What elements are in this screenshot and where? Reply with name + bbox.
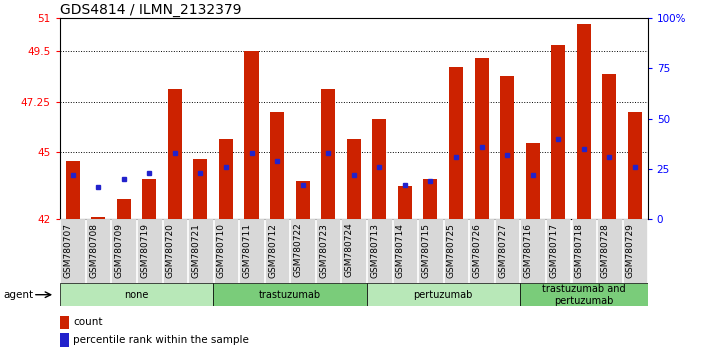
Text: agent: agent <box>4 290 34 300</box>
Text: GSM780719: GSM780719 <box>140 223 149 278</box>
Bar <box>86 219 111 283</box>
Bar <box>444 219 468 283</box>
Bar <box>213 283 367 306</box>
Bar <box>572 219 596 283</box>
Bar <box>60 283 213 306</box>
Bar <box>163 219 187 283</box>
Text: GSM780711: GSM780711 <box>242 223 251 278</box>
Bar <box>214 219 238 283</box>
Bar <box>239 219 264 283</box>
Bar <box>418 219 443 283</box>
Text: GDS4814 / ILMN_2132379: GDS4814 / ILMN_2132379 <box>60 3 241 17</box>
Text: GSM780721: GSM780721 <box>191 223 201 278</box>
Bar <box>321 90 335 219</box>
Bar <box>65 161 80 219</box>
Bar <box>60 316 69 329</box>
Text: GSM780725: GSM780725 <box>447 223 456 278</box>
Text: GSM780722: GSM780722 <box>294 223 303 278</box>
Bar <box>470 219 494 283</box>
Bar <box>142 179 156 219</box>
Bar <box>577 24 591 219</box>
Text: GSM780717: GSM780717 <box>549 223 558 278</box>
Text: percentile rank within the sample: percentile rank within the sample <box>73 335 249 345</box>
Text: none: none <box>125 290 149 300</box>
Bar <box>597 219 622 283</box>
Bar <box>194 159 208 219</box>
Text: GSM780724: GSM780724 <box>345 223 353 278</box>
Bar <box>61 219 85 283</box>
Bar <box>372 119 386 219</box>
Bar <box>270 112 284 219</box>
Text: count: count <box>73 318 103 327</box>
Text: GSM780727: GSM780727 <box>498 223 507 278</box>
Bar <box>603 74 617 219</box>
Bar <box>60 333 69 347</box>
Bar <box>551 45 565 219</box>
Text: GSM780708: GSM780708 <box>89 223 98 278</box>
Bar <box>495 219 520 283</box>
Bar <box>393 219 417 283</box>
Text: GSM780709: GSM780709 <box>115 223 124 278</box>
Bar <box>622 219 647 283</box>
Text: GSM780713: GSM780713 <box>370 223 379 278</box>
Text: GSM780729: GSM780729 <box>626 223 635 278</box>
Bar <box>265 219 289 283</box>
Text: GSM780714: GSM780714 <box>396 223 405 278</box>
Bar <box>219 139 233 219</box>
Text: GSM780723: GSM780723 <box>319 223 328 278</box>
Text: GSM780728: GSM780728 <box>601 223 610 278</box>
Text: GSM780726: GSM780726 <box>472 223 482 278</box>
Bar <box>91 217 105 219</box>
Text: GSM780712: GSM780712 <box>268 223 277 278</box>
Bar <box>168 90 182 219</box>
Bar <box>111 219 136 283</box>
Bar <box>526 143 540 219</box>
Bar <box>367 283 520 306</box>
Bar <box>117 199 131 219</box>
Text: trastuzumab: trastuzumab <box>259 290 321 300</box>
Text: GSM780720: GSM780720 <box>166 223 175 278</box>
Bar <box>449 67 463 219</box>
Bar <box>628 112 642 219</box>
Bar <box>341 219 366 283</box>
Bar <box>244 51 258 219</box>
Text: GSM780716: GSM780716 <box>524 223 533 278</box>
Bar <box>188 219 213 283</box>
Bar <box>423 179 437 219</box>
Bar <box>520 219 545 283</box>
Bar <box>137 219 161 283</box>
Bar <box>398 186 412 219</box>
Bar <box>546 219 570 283</box>
Text: GSM780707: GSM780707 <box>63 223 73 278</box>
Text: pertuzumab: pertuzumab <box>413 290 473 300</box>
Bar <box>347 139 360 219</box>
Text: trastuzumab and
pertuzumab: trastuzumab and pertuzumab <box>542 284 626 306</box>
Text: GSM780715: GSM780715 <box>422 223 430 278</box>
Bar <box>520 283 648 306</box>
Bar <box>290 219 315 283</box>
Bar <box>316 219 341 283</box>
Bar <box>500 76 514 219</box>
Text: GSM780710: GSM780710 <box>217 223 226 278</box>
Bar <box>367 219 391 283</box>
Bar <box>474 58 489 219</box>
Text: GSM780718: GSM780718 <box>574 223 584 278</box>
Bar <box>296 181 310 219</box>
